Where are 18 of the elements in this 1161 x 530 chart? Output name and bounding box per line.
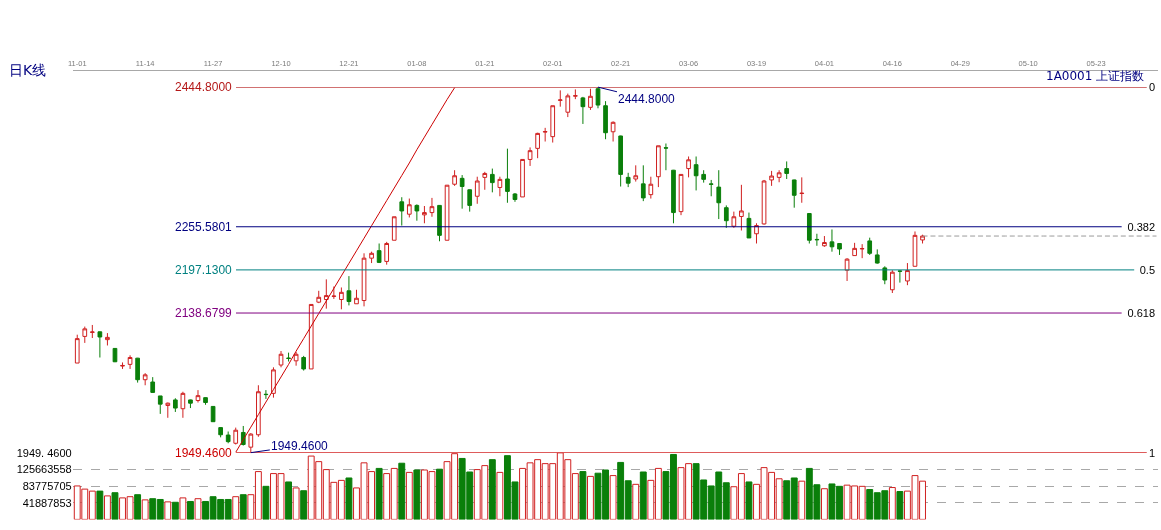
y2-tick-label: 0.618 [1127,306,1156,319]
annotation: 1949.4600 [271,439,329,453]
ref-line-label: 2197.1300 [175,263,233,277]
y2-tick-label: 0.5 [1139,263,1156,276]
y-tick-label: 1949. 4600 [16,446,72,459]
y2-tick-label: 0.382 [1127,220,1156,233]
ref-line-label: 2255.5801 [175,220,233,234]
annotation: 2444.8000 [618,92,676,106]
ref-line-label: 1949.4600 [175,446,233,460]
y2-tick-label: 0 [1148,80,1156,93]
chart-subtitle: 1A0001 上证指数 [1046,69,1145,83]
y-tick-label: 125663558 [16,463,72,476]
y-tick-label: 41887853 [22,496,72,509]
y2-tick-label: 1 [1148,446,1156,459]
ref-line-label: 2138.6799 [175,306,233,320]
y-tick-label: 83775705 [22,479,72,492]
chart-title: 日K线 [9,62,47,78]
ref-line-label: 2444.8000 [175,80,233,94]
